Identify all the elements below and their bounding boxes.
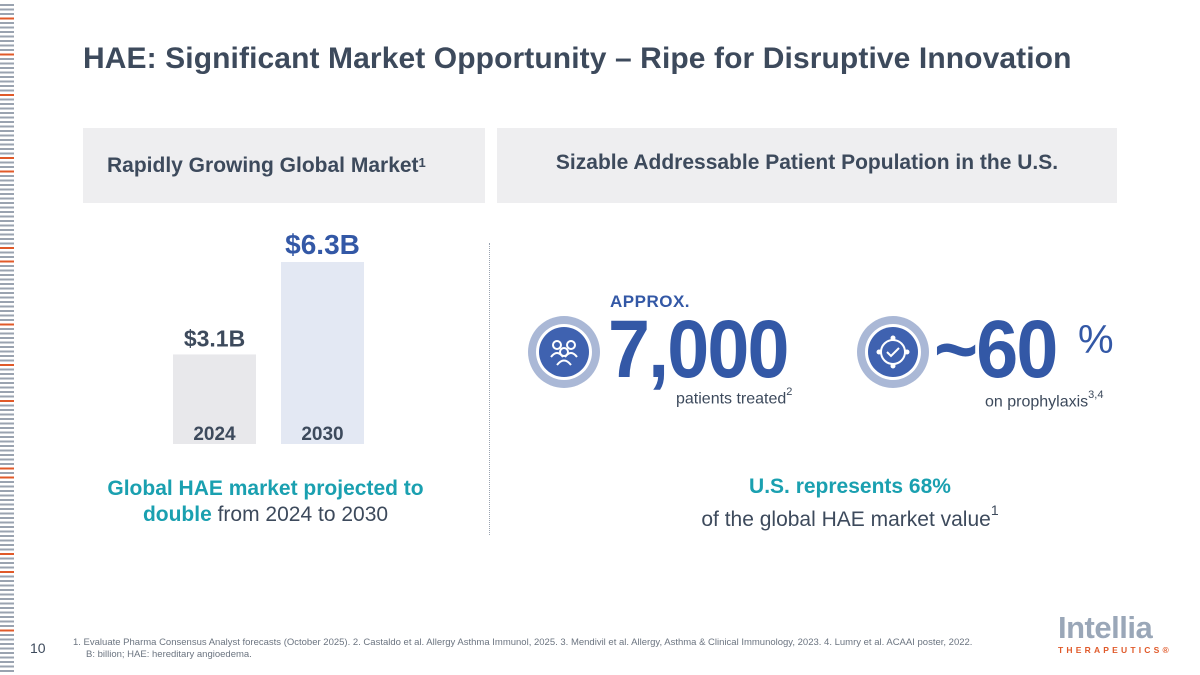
category-label-2024: 2024 xyxy=(193,424,236,445)
patients-count-value: 7,000 xyxy=(608,304,789,395)
prophylaxis-label-sup: 3,4 xyxy=(1088,389,1104,401)
decorative-stripe xyxy=(0,4,14,672)
logo-wordmark: Intellia xyxy=(1058,610,1153,645)
footnote-line-1: 1. Evaluate Pharma Consensus Analyst for… xyxy=(73,637,973,648)
left-heading-text: Rapidly Growing Global Market xyxy=(107,153,419,177)
cycle-check-icon xyxy=(857,316,929,388)
patients-label-text: patients treated xyxy=(676,390,787,408)
approx-label: APPROX. xyxy=(610,292,691,311)
logo-subtitle: THERAPEUTICS® xyxy=(1058,645,1172,655)
left-caption: Global HAE market projected to double fr… xyxy=(83,476,448,528)
patients-label: patients treated2 xyxy=(676,386,793,408)
value-label-2030: $6.3B xyxy=(285,229,360,260)
footnote-line-2: B: billion; HAE: hereditary angioedema. xyxy=(86,649,252,660)
panel-divider xyxy=(489,243,490,535)
left-caption-highlight-1: Global HAE market projected to xyxy=(107,477,424,500)
market-bar-chart: $3.1B 2024 $6.3B 2030 xyxy=(173,229,364,445)
bar-2024 xyxy=(173,354,256,444)
right-caption-sup: 1 xyxy=(990,502,999,518)
left-caption-highlight-2: double xyxy=(142,503,212,526)
intellia-logo: Intellia THERAPEUTICS® xyxy=(1058,610,1176,655)
right-caption-highlight: U.S. represents 68% xyxy=(749,475,951,498)
percent-sign: % xyxy=(1078,318,1114,362)
value-label-2024: $3.1B xyxy=(184,325,245,351)
left-heading-sup: 1 xyxy=(418,155,426,170)
left-caption-rest: from 2024 to 2030 xyxy=(211,503,389,526)
bar-2030 xyxy=(281,262,364,444)
prophylaxis-label-text: on prophylaxis xyxy=(985,393,1089,411)
patients-label-sup: 2 xyxy=(786,386,793,398)
prophylaxis-value: ~60 xyxy=(934,304,1058,395)
right-caption: U.S. represents 68% of the global HAE ma… xyxy=(660,473,1040,533)
slide-title: HAE: Significant Market Opportunity – Ri… xyxy=(83,42,1072,75)
left-panel-heading: Rapidly Growing Global Market 1 xyxy=(83,128,485,203)
right-heading-text: Sizable Addressable Patient Population i… xyxy=(555,150,1059,174)
footnotes: 1. Evaluate Pharma Consensus Analyst for… xyxy=(73,637,1053,661)
prophylaxis-label: on prophylaxis3,4 xyxy=(985,389,1104,411)
right-caption-rest: of the global HAE market value xyxy=(701,508,991,531)
page-number: 10 xyxy=(30,640,46,656)
right-panel-heading: Sizable Addressable Patient Population i… xyxy=(497,128,1117,203)
people-group-icon xyxy=(528,316,600,388)
category-label-2030: 2030 xyxy=(301,424,343,445)
